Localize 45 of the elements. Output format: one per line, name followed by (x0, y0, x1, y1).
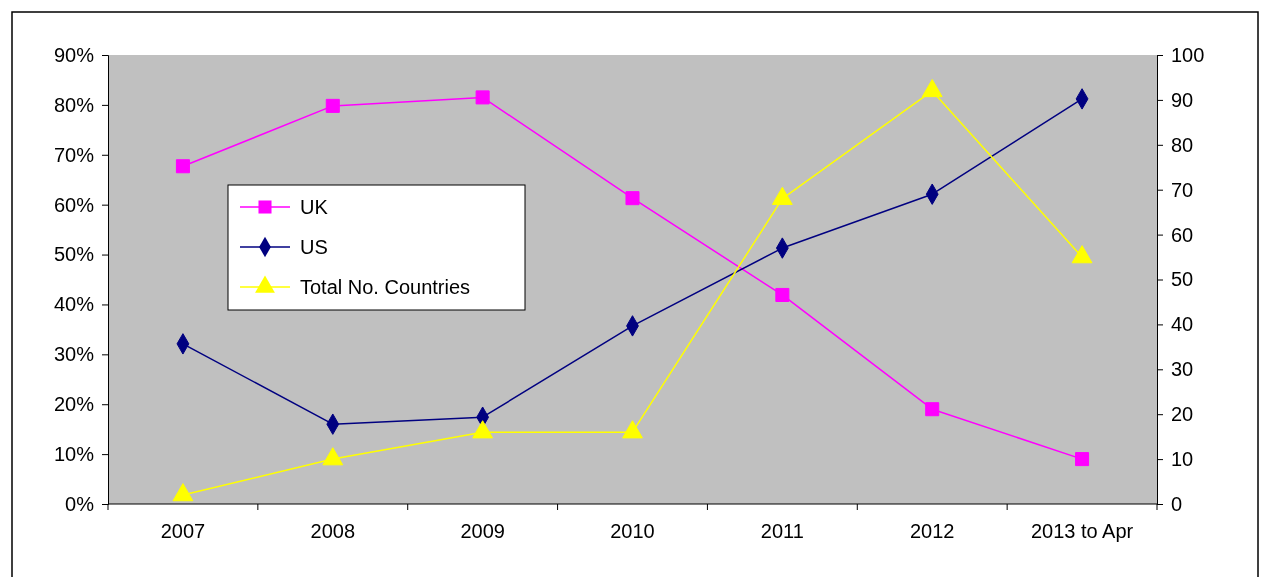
x-tick-label: 2008 (310, 520, 356, 542)
y2-tick-label: 0 (1171, 492, 1183, 515)
y2-tick-label: 20 (1171, 403, 1194, 426)
y2-tick-label: 100 (1171, 43, 1205, 66)
y-tick-label: 40% (53, 293, 95, 316)
x-tick-label: 2009 (460, 520, 505, 542)
x-tick-label: 2013 to Apr (1030, 520, 1134, 542)
point (622, 420, 643, 439)
y-tick-label: 90% (53, 43, 95, 66)
y2-tick-label: 90 (1171, 88, 1194, 111)
y2-tick-label: 40 (1171, 313, 1194, 336)
y2-tick-label: 60 (1171, 223, 1194, 246)
x-tick-label: 2007 (160, 520, 206, 542)
legend-label: UK (300, 196, 329, 218)
y2-tick-label: 10 (1171, 448, 1194, 470)
y-tick-label: 0% (65, 492, 95, 515)
point (472, 420, 494, 439)
point (325, 98, 340, 113)
point (625, 191, 640, 206)
legend-label: Total No. Countries (300, 276, 471, 298)
point (475, 90, 490, 105)
point (1071, 245, 1093, 264)
point (925, 402, 940, 417)
point (775, 287, 790, 302)
y-tick-label: 50% (53, 243, 95, 266)
y2-tick-label: 30 (1171, 358, 1194, 381)
x-tick-label: 2012 (909, 520, 955, 542)
y-tick-label: 60% (53, 193, 95, 216)
point (1075, 452, 1090, 467)
point (175, 159, 190, 174)
legend-label: US (300, 236, 328, 258)
y2-tick-label: 50 (1171, 268, 1194, 291)
y2-tick-label: 70 (1171, 178, 1194, 201)
x-tick-label: 2010 (610, 520, 655, 542)
y-tick-label: 10% (53, 443, 95, 466)
point (172, 483, 194, 502)
y2-tick-label: 80 (1171, 133, 1194, 156)
y-tick-label: 20% (53, 393, 95, 416)
y-tick-label: 80% (53, 93, 95, 116)
y-tick-label: 30% (53, 343, 95, 366)
y-tick-label: 70% (53, 143, 95, 166)
point (921, 78, 943, 98)
point (322, 447, 344, 466)
point (771, 186, 793, 205)
x-tick-label: 2011 (760, 520, 804, 542)
